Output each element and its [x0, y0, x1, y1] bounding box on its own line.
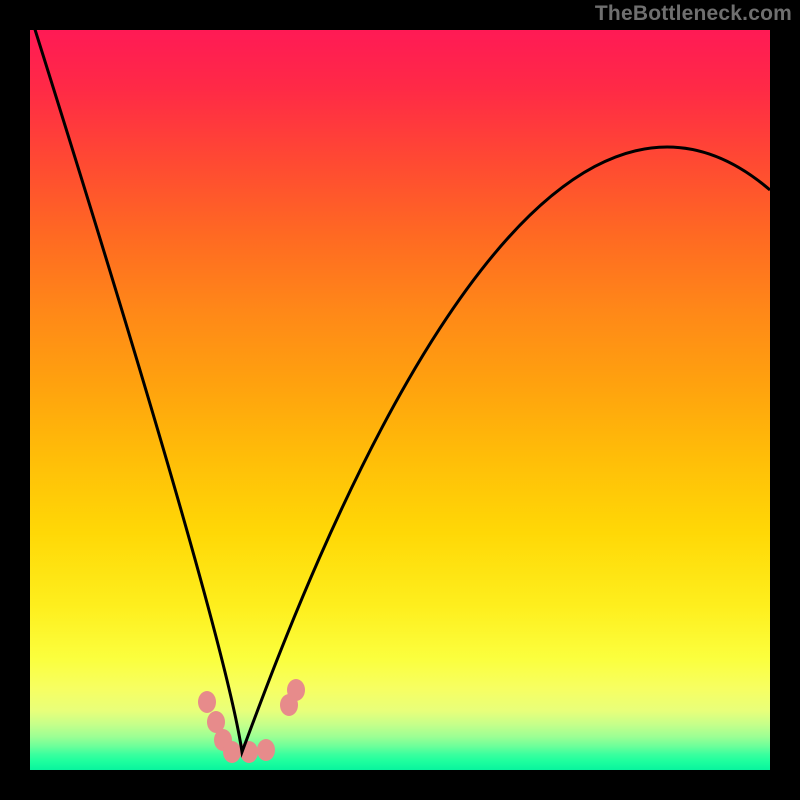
- data-marker: [223, 741, 241, 763]
- data-marker: [198, 691, 216, 713]
- bottleneck-curve-chart: [0, 0, 800, 800]
- chart-container: TheBottleneck.com: [0, 0, 800, 800]
- watermark-text: TheBottleneck.com: [595, 2, 792, 26]
- plot-background-gradient: [30, 30, 770, 770]
- data-marker: [287, 679, 305, 701]
- data-marker: [257, 739, 275, 761]
